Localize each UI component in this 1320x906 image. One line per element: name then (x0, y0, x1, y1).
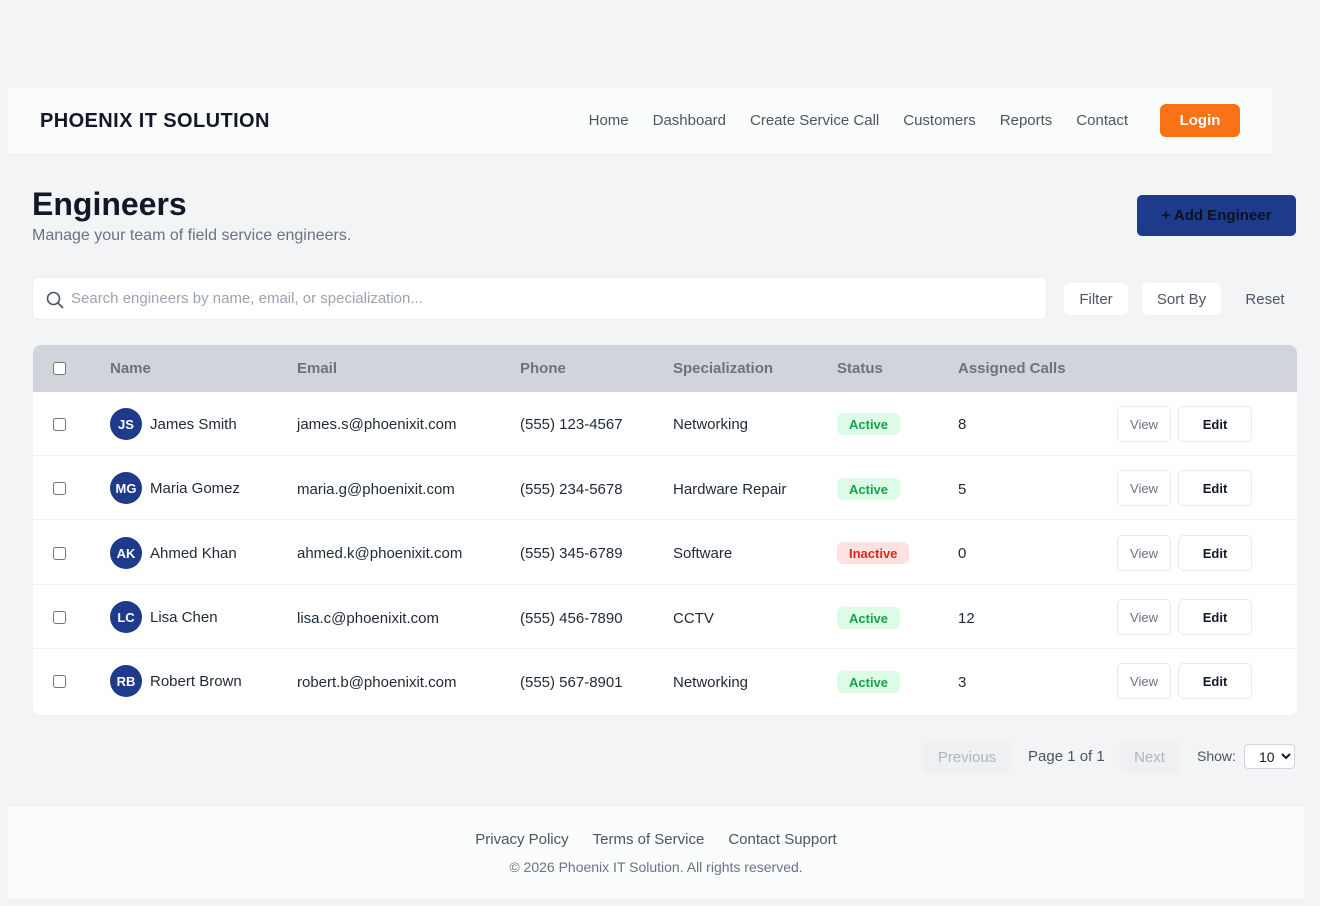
engineer-name: James Smith (150, 416, 237, 433)
row-checkbox[interactable] (53, 675, 66, 688)
navbar: PHOENIX IT SOLUTION Home Dashboard Creat… (8, 88, 1272, 153)
assigned-calls: 12 (958, 610, 975, 627)
engineer-specialization: CCTV (673, 610, 714, 627)
engineer-phone: (555) 456-7890 (520, 610, 623, 627)
search-box (32, 277, 1047, 320)
engineer-name: Lisa Chen (150, 609, 218, 626)
page-size-select[interactable]: 10 (1244, 744, 1295, 769)
engineer-email: robert.b@phoenixit.com (297, 674, 457, 691)
assigned-calls: 5 (958, 481, 967, 498)
search-input[interactable] (71, 278, 1031, 319)
add-engineer-button[interactable]: + Add Engineer (1137, 195, 1296, 236)
reset-button[interactable]: Reset (1234, 283, 1296, 315)
copyright: © 2026 Phoenix IT Solution. All rights r… (509, 859, 803, 875)
table-row: LC Lisa Chen lisa.c@phoenixit.com (555) … (33, 585, 1297, 649)
table-row: JS James Smith james.s@phoenixit.com (55… (33, 392, 1297, 456)
engineer-name: Maria Gomez (150, 480, 241, 497)
row-checkbox[interactable] (53, 547, 66, 560)
avatar: RB (110, 665, 142, 697)
status-badge: Inactive (837, 542, 910, 564)
engineer-phone: (555) 567-8901 (520, 674, 623, 691)
avatar: LC (110, 601, 142, 633)
footer-link-terms-of-service[interactable]: Terms of Service (592, 831, 705, 848)
sort-by-button[interactable]: Sort By (1142, 283, 1221, 315)
engineer-phone: (555) 234-5678 (520, 481, 623, 498)
avatar: JS (110, 408, 142, 440)
nav-link-dashboard[interactable]: Dashboard (652, 112, 727, 129)
edit-button[interactable]: Edit (1178, 470, 1252, 506)
nav-link-customers[interactable]: Customers (903, 112, 976, 129)
avatar: MG (110, 472, 142, 504)
status-badge: Active (837, 413, 901, 435)
row-checkbox[interactable] (53, 418, 66, 431)
column-header-name[interactable]: Name (110, 360, 151, 377)
status-badge: Active (837, 671, 901, 693)
engineers-table: Name Email Phone Specialization Status A… (33, 345, 1297, 715)
footer: Privacy Policy Terms of Service Contact … (8, 807, 1304, 898)
engineer-email: maria.g@phoenixit.com (297, 481, 455, 498)
engineer-email: lisa.c@phoenixit.com (297, 610, 439, 627)
search-icon (46, 291, 64, 309)
view-button[interactable]: View (1117, 663, 1171, 699)
table-header: Name Email Phone Specialization Status A… (33, 345, 1297, 392)
filter-button[interactable]: Filter (1064, 283, 1128, 315)
brand-logo[interactable]: PHOENIX IT SOLUTION (40, 110, 270, 132)
edit-button[interactable]: Edit (1178, 535, 1252, 571)
nav-link-reports[interactable]: Reports (999, 112, 1053, 129)
engineer-specialization: Networking (673, 416, 749, 433)
view-button[interactable]: View (1117, 535, 1171, 571)
engineer-name: Ahmed Khan (150, 545, 237, 562)
edit-button[interactable]: Edit (1178, 406, 1252, 442)
page-subtitle: Manage your team of field service engine… (32, 227, 352, 244)
assigned-calls: 8 (958, 416, 967, 433)
status-badge: Active (837, 607, 901, 629)
login-button[interactable]: Login (1160, 104, 1240, 137)
column-header-status[interactable]: Status (837, 360, 883, 377)
select-all-checkbox[interactable] (53, 362, 66, 375)
column-header-phone[interactable]: Phone (520, 360, 566, 377)
assigned-calls: 0 (958, 545, 967, 562)
previous-page-button[interactable]: Previous (923, 741, 1011, 773)
table-row: AK Ahmed Khan ahmed.k@phoenixit.com (555… (33, 521, 1297, 585)
avatar: AK (110, 537, 142, 569)
column-header-assigned-calls[interactable]: Assigned Calls (958, 360, 1066, 377)
assigned-calls: 3 (958, 674, 967, 691)
nav-link-create-service-call[interactable]: Create Service Call (750, 112, 880, 129)
engineer-email: james.s@phoenixit.com (297, 416, 457, 433)
engineer-specialization: Software (673, 545, 733, 562)
engineer-name: Robert Brown (150, 673, 242, 690)
engineer-phone: (555) 345-6789 (520, 545, 623, 562)
engineer-specialization: Networking (673, 674, 749, 691)
row-checkbox[interactable] (53, 611, 66, 624)
show-label: Show: (1197, 748, 1236, 764)
view-button[interactable]: View (1117, 470, 1171, 506)
table-row: MG Maria Gomez maria.g@phoenixit.com (55… (33, 456, 1297, 520)
view-button[interactable]: View (1117, 406, 1171, 442)
engineer-email: ahmed.k@phoenixit.com (297, 545, 463, 562)
table-row: RB Robert Brown robert.b@phoenixit.com (… (33, 649, 1297, 713)
engineer-phone: (555) 123-4567 (520, 416, 623, 433)
footer-links: Privacy Policy Terms of Service Contact … (8, 831, 1304, 848)
column-header-specialization[interactable]: Specialization (673, 360, 774, 377)
nav-link-home[interactable]: Home (588, 112, 629, 129)
row-checkbox[interactable] (53, 482, 66, 495)
view-button[interactable]: View (1117, 599, 1171, 635)
page-title: Engineers (32, 186, 187, 222)
edit-button[interactable]: Edit (1178, 663, 1252, 699)
nav-link-contact[interactable]: Contact (1076, 112, 1128, 129)
engineer-specialization: Hardware Repair (673, 481, 787, 498)
column-header-email[interactable]: Email (297, 360, 338, 377)
status-badge: Active (837, 478, 901, 500)
next-page-button[interactable]: Next (1119, 741, 1180, 773)
footer-link-contact-support[interactable]: Contact Support (728, 831, 837, 848)
nav-links: Home Dashboard Create Service Call Custo… (589, 88, 1128, 153)
footer-link-privacy-policy[interactable]: Privacy Policy (475, 831, 569, 848)
edit-button[interactable]: Edit (1178, 599, 1252, 635)
page-info: Page 1 of 1 (1028, 748, 1105, 765)
